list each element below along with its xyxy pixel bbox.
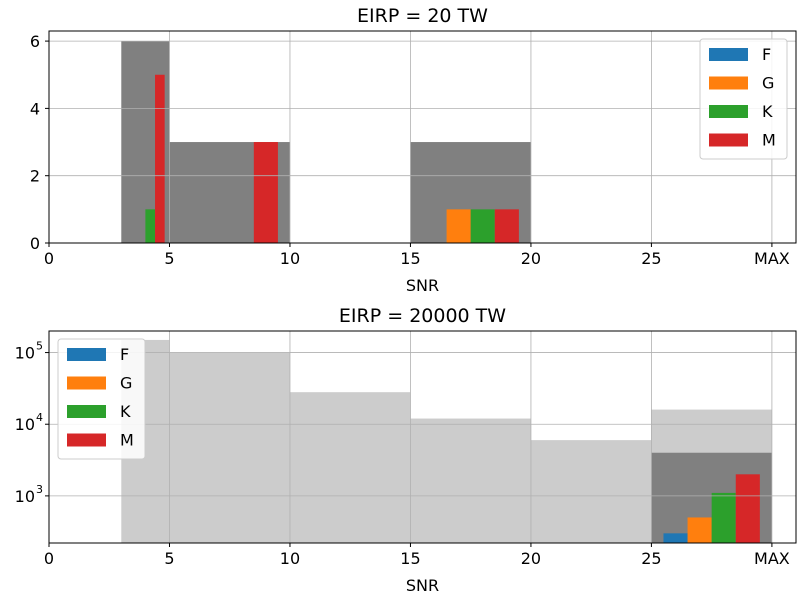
chart1-legend-label-k: K [120,402,131,421]
chart0-bar-g-0 [446,209,471,243]
chart1-background-bin-3 [410,418,531,543]
chart0-series-m [155,74,519,243]
chart1-ytick-exponent: 3 [36,483,43,496]
chart1-background-bins [121,339,772,543]
chart1-legend-label-f: F [120,345,129,364]
chart1-series-k [711,492,736,543]
chart0-frame [48,30,797,244]
chart1-bar-g-0 [687,517,712,543]
chart0-xtick-label: MAX [754,249,790,268]
chart0-legend-label-k: K [762,102,773,121]
chart0-ytick-label: 6 [30,32,40,51]
chart1-xtick-label: 5 [164,549,174,568]
chart0-xlabel: SNR [406,276,439,295]
chart1-ytick-exponent: 5 [36,340,43,353]
chart0-bar-m-2 [494,209,519,243]
chart0-legend-swatch-g [709,76,748,90]
chart0-xtick-label: 15 [400,249,420,268]
chart1-xlabel: SNR [406,576,439,595]
chart1-title: EIRP = 20000 TW [339,305,506,327]
chart1-ytick-exponent: 4 [36,411,43,424]
chart0-xtick-label: 25 [641,249,661,268]
chart1-ytick-label: 10 [15,344,35,363]
chart1-xtick-label: 0 [44,549,54,568]
chart0-ytick-label: 0 [30,234,40,253]
chart0-legend-swatch-m [709,133,748,147]
chart1-background-bin-4 [530,440,652,543]
chart1-legend-swatch-f [67,348,106,361]
chart1-xtick-label: 15 [400,549,420,568]
chart0-legend-label-f: F [762,45,771,64]
chart1-series-g [687,517,712,543]
chart1-legend-swatch-m [67,433,106,447]
chart1-legend-label-m: M [120,431,134,450]
chart1-series-m [735,474,760,543]
chart1-ytick-label: 10 [15,415,35,434]
chart0-series-g [446,209,471,243]
chart0-bar-m-0 [155,74,165,243]
chart1-legend-box [57,338,146,460]
chart1-background-bin-1 [169,352,290,543]
chart1-bar-k-0 [711,492,736,543]
chart1-xtick-label: 25 [641,549,661,568]
chart1-legend-swatch-k [67,405,106,418]
chart0-ytick-label: 4 [30,99,40,118]
chart1-ytick-label: 10 [15,487,35,506]
chart0-legend-label-g: G [762,74,774,93]
chart0-legend-swatch-f [709,48,748,61]
chart0-legend-swatch-k [709,105,748,118]
chart0-title: EIRP = 20 TW [357,5,488,27]
chart1-xtick-label: MAX [754,549,790,568]
chart1-bar-f-0 [663,533,688,543]
chart1-frame [48,330,797,544]
chart1-legend-label-g: G [120,374,132,393]
chart0-bar-m-1 [253,142,278,243]
chart0-xtick-label: 10 [280,249,300,268]
chart0-legend-label-m: M [762,131,776,150]
chart0-bar-k-0 [145,209,156,243]
chart0-bar-k-1 [470,209,495,243]
chart1-legend-swatch-g [67,376,106,390]
chart0-legend-box [699,38,788,160]
chart1-series-f [663,533,688,543]
chart0-ytick-label: 2 [30,167,40,186]
chart1-xtick-label: 20 [521,549,541,568]
chart0-xtick-label: 20 [521,249,541,268]
chart0-series-k [145,209,495,243]
chart1-xtick-label: 10 [280,549,300,568]
chart0-xtick-label: 0 [44,249,54,268]
chart0-xtick-label: 5 [164,249,174,268]
chart1-background-bin-2 [289,392,411,543]
chart1-bar-m-0 [735,474,760,543]
